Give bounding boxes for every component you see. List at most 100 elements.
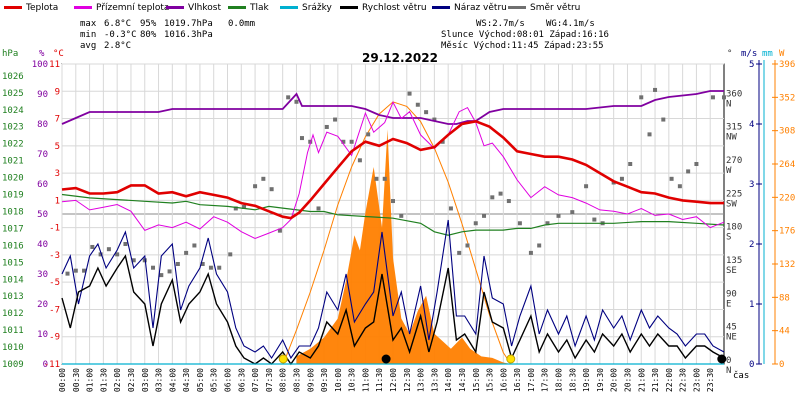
y-tick-temperature: 3 [55, 169, 60, 179]
series-dir-point [106, 247, 111, 252]
y-tick-direction: 315 [726, 123, 742, 133]
y-tick-direction-dir: NW [726, 133, 737, 143]
series-dir-point [391, 199, 395, 204]
stat-max-press: 1019.7hPa [164, 19, 213, 29]
series-temperature [61, 119, 724, 220]
y-tick-pressure: 1022 [2, 140, 24, 150]
series-dir-point [233, 206, 238, 211]
x-tick-label: 18:30 [568, 368, 577, 392]
marker-sunrise [278, 354, 288, 364]
unit-solar: W [779, 49, 785, 59]
y-tick-pressure: 1021 [2, 157, 24, 167]
series-dir-point [517, 221, 522, 226]
y-tick-direction-dir: W [726, 166, 732, 176]
legend-item-rychlost-vetru: Rychlost větru [340, 3, 427, 13]
unit-wind: m/s [741, 49, 757, 59]
series-dir-point [677, 184, 682, 189]
series-dir-point [228, 252, 233, 257]
legend-label-naraz-vetru: Náraz větru [454, 3, 507, 13]
x-tick-label: 14:00 [444, 368, 453, 392]
x-tick-label: 08:30 [292, 368, 301, 392]
y-tick-direction: 0 [726, 356, 731, 366]
stat-avg-label: avg [80, 41, 96, 51]
y-tick-pressure: 1025 [2, 89, 24, 99]
y-tick-solar: 308 [779, 127, 795, 137]
series-dir-point [407, 91, 412, 96]
x-tick-label: 16:30 [513, 368, 522, 392]
x-tick-label: 04:00 [168, 368, 177, 392]
series-dir-point [131, 258, 136, 263]
y-tick-solar: 88 [779, 293, 790, 303]
x-tick-label: 20:00 [610, 368, 619, 392]
x-tick-label: 04:30 [182, 368, 191, 392]
y-tick-pressure: 1015 [2, 258, 24, 268]
series-dir-point [619, 176, 624, 181]
y-tick-pressure: 1026 [2, 72, 24, 82]
legend-item-tlak: Tlak [228, 3, 270, 13]
series-dir-point [73, 268, 78, 273]
x-tick-label: 05:00 [196, 368, 205, 392]
x-tick-label: 03:00 [141, 368, 150, 392]
x-tick-label: 02:30 [127, 368, 136, 392]
y-tick-temperature: 1 [55, 196, 60, 206]
info-wind-speed: WS:2.7m/s [476, 19, 525, 29]
x-tick-label: 13:00 [417, 368, 426, 392]
y-tick-humidity: 40 [37, 240, 48, 250]
series-dir-point [457, 250, 462, 255]
x-tick-label: 03:30 [155, 368, 164, 392]
x-tick-label: 15:00 [472, 368, 481, 392]
y-tick-humidity: 50 [37, 210, 48, 220]
series-ground-temp [61, 100, 725, 240]
series-dir-point [537, 243, 542, 248]
x-tick-label: 18:00 [555, 368, 564, 392]
stat-min-press: 1016.3hPa [164, 30, 213, 40]
series-dir-point [498, 191, 503, 196]
y-tick-wind: 5 [749, 60, 754, 70]
y-tick-direction-dir: S [726, 233, 731, 243]
y-tick-direction-dir: E [726, 299, 731, 309]
unit-humidity: % [39, 49, 45, 59]
series-dir-point [242, 204, 247, 209]
legend-item-vlhkost: Vlhkost [166, 3, 221, 13]
series-dir-point [374, 176, 379, 181]
info-sun: Slunce Východ:08:01 Západ:16:16 [441, 30, 609, 40]
series-dir-point [349, 139, 354, 144]
series-dir-point [90, 244, 95, 249]
x-tick-label: 17:30 [541, 368, 550, 392]
y-tick-humidity: 10 [37, 330, 48, 340]
x-tick-label: 21:30 [651, 368, 660, 392]
y-tick-temperature: -5 [49, 278, 60, 288]
series-dir-point [277, 228, 282, 233]
series-dir-point [661, 117, 666, 122]
series-dir-point [151, 265, 156, 270]
y-tick-pressure: 1009 [2, 360, 24, 370]
x-tick-label: 12:00 [389, 368, 398, 392]
y-tick-solar: 396 [779, 60, 795, 70]
legend-item-teplota: Teplota [4, 3, 58, 13]
x-tick-label: 23:00 [692, 368, 701, 392]
x-tick-label: 23:30 [706, 368, 715, 392]
series-pressure [61, 193, 725, 236]
series-dir-point [269, 187, 274, 192]
y-tick-direction-dir: N [726, 99, 731, 109]
stat-min-label: min [80, 30, 96, 40]
series-dir-point [592, 217, 597, 222]
series-dir-point [506, 199, 511, 204]
y-tick-pressure: 1024 [2, 106, 24, 116]
x-tick-label: 22:30 [679, 368, 688, 392]
series-dir-point [465, 243, 470, 248]
x-tick-label: 13:30 [430, 368, 439, 392]
series-dir-point [710, 95, 715, 100]
markers-layer [278, 354, 727, 364]
x-tick-label: 00:00 [58, 368, 67, 392]
series-dir-point [65, 271, 70, 276]
series-wind-gust [61, 219, 725, 360]
info-moon: Měsíc Východ:11:45 Západ:23:55 [441, 41, 604, 51]
y-tick-humidity: 60 [37, 180, 48, 190]
unit-rain: mm [762, 49, 773, 59]
y-tick-pressure: 1014 [2, 275, 24, 285]
y-tick-humidity: 100 [32, 60, 48, 70]
legend: Teplota Přízemní teplota Vlhkost Tlak Sr… [0, 0, 800, 14]
x-tick-label: 09:30 [320, 368, 329, 392]
y-tick-humidity: 90 [37, 90, 48, 100]
